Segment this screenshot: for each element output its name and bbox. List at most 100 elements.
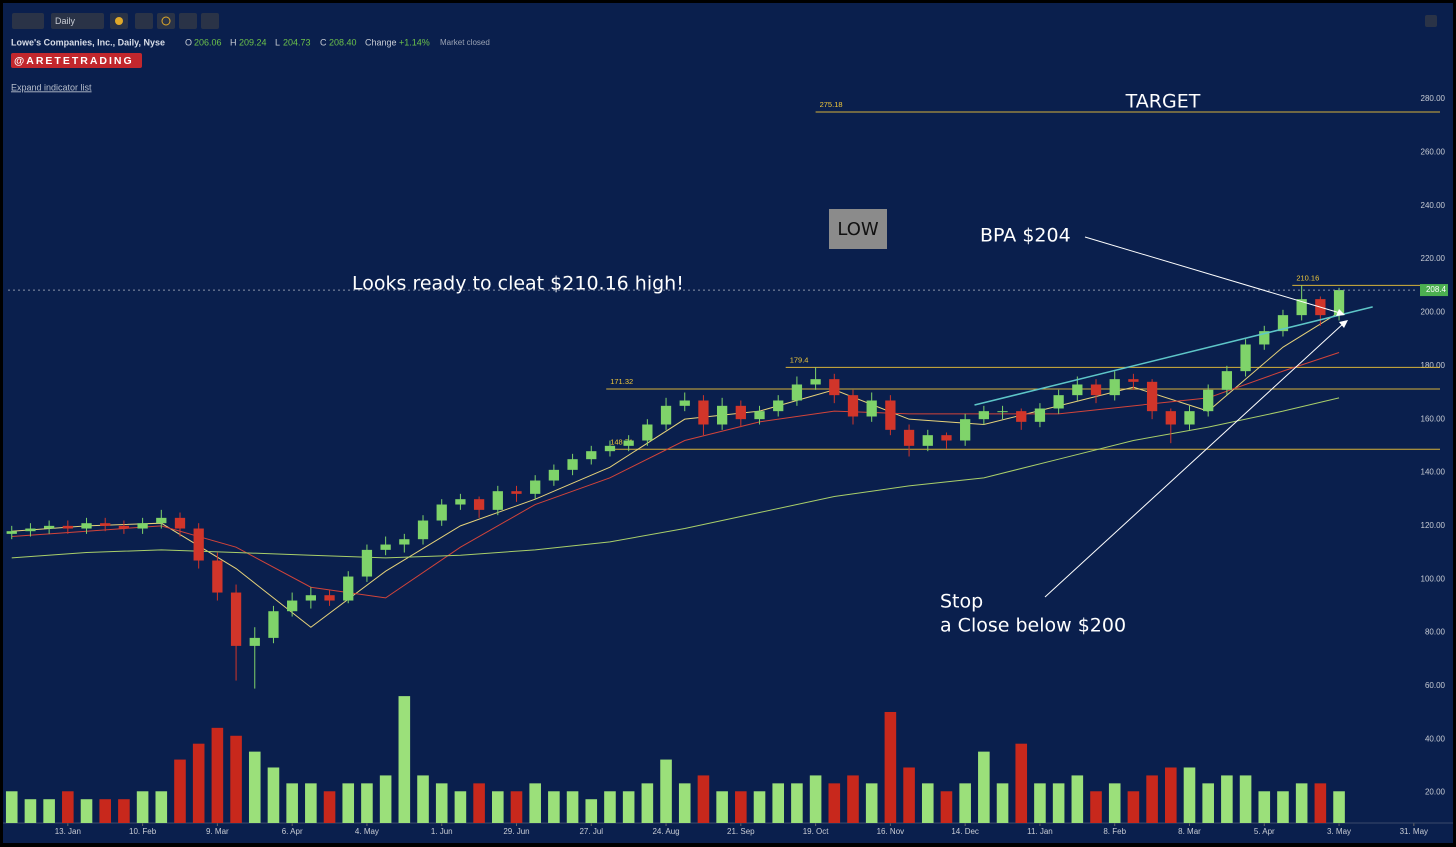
moving-average xyxy=(11,352,1340,599)
volume-bar xyxy=(5,791,18,823)
candle-body xyxy=(1128,379,1139,382)
volume-bar xyxy=(1052,783,1065,823)
high-value: 209.24 xyxy=(239,37,267,47)
candle-body xyxy=(847,395,859,417)
candle-body xyxy=(43,525,55,529)
candle-body xyxy=(810,379,821,385)
volume-bar xyxy=(828,783,841,823)
c-label: C xyxy=(320,37,327,47)
y-tick-label: 240.00 xyxy=(1421,201,1446,210)
x-tick-label: 9. Mar xyxy=(206,827,229,836)
volume-bar xyxy=(959,783,971,823)
candle-body xyxy=(997,411,1008,413)
level-label: 179.4 xyxy=(790,355,809,364)
volume-bar xyxy=(267,767,280,823)
y-tick-label: 160.00 xyxy=(1421,414,1446,423)
volume-bar xyxy=(641,783,654,823)
level-label: 275.18 xyxy=(820,100,843,109)
chart-type-button[interactable] xyxy=(12,13,44,29)
volume-bar xyxy=(80,799,93,823)
volume-bar xyxy=(192,743,205,823)
x-tick-label: 29. Jun xyxy=(503,827,529,836)
draw-button[interactable] xyxy=(179,13,197,29)
interval-label: Daily xyxy=(55,16,76,26)
interval-select[interactable] xyxy=(51,13,104,29)
last-price-label: 208.4 xyxy=(1426,285,1447,294)
candle-body xyxy=(399,539,410,545)
snapshot-button[interactable] xyxy=(1425,15,1437,27)
volume-bar xyxy=(940,791,953,823)
candle-body xyxy=(156,517,167,524)
x-tick-label: 21. Sep xyxy=(727,827,755,836)
x-tick-label: 10. Feb xyxy=(129,827,157,836)
candle-body xyxy=(118,525,130,529)
candle-body xyxy=(81,523,92,529)
clock-button[interactable] xyxy=(157,13,175,29)
market-status: Market closed xyxy=(440,38,490,47)
volume-bar xyxy=(548,791,560,823)
log-button[interactable] xyxy=(201,13,219,29)
candle-body xyxy=(455,499,466,505)
volume-bar xyxy=(660,759,672,823)
candle-body xyxy=(230,592,242,646)
candle-body xyxy=(791,384,803,401)
last-price-badge xyxy=(1420,284,1448,297)
expand-link[interactable]: Expand indicator list xyxy=(11,82,92,92)
candle-body xyxy=(1109,379,1120,396)
ready-label: Looks ready to cleat $210.16 high! xyxy=(352,273,684,295)
candle-body xyxy=(193,528,204,561)
volume-bar xyxy=(996,783,1009,823)
candle-body xyxy=(735,405,746,420)
close-value: 208.40 xyxy=(329,37,357,47)
volume-bar xyxy=(342,783,355,823)
l-label: L xyxy=(275,37,280,47)
badge xyxy=(11,53,142,68)
x-tick-label: 24. Aug xyxy=(652,827,679,836)
volume-bar xyxy=(417,775,429,823)
candle-body xyxy=(417,520,429,540)
symbol: Lowe's Companies, Inc., Daily, Nyse xyxy=(11,37,165,47)
volume-bar xyxy=(566,791,579,823)
volume-bar xyxy=(622,791,635,823)
indicator-button[interactable] xyxy=(135,13,153,29)
candle-body xyxy=(642,424,653,441)
candle-body xyxy=(25,528,36,532)
candle-body xyxy=(567,459,578,470)
candle-body xyxy=(941,435,952,441)
annotations: TARGET LOW BPA $204 Looks ready to cleat… xyxy=(352,91,1348,637)
candle-body xyxy=(866,400,877,417)
volume-bar xyxy=(1295,783,1308,823)
y-tick-label: 200.00 xyxy=(1421,308,1446,317)
volume-bar xyxy=(361,783,373,823)
volume-bar xyxy=(62,791,74,823)
candle-body xyxy=(6,531,17,534)
volume-bar xyxy=(1239,775,1252,823)
volume-bar xyxy=(248,751,261,823)
volume-bar xyxy=(454,791,467,823)
candle-body xyxy=(100,523,111,526)
candle-body xyxy=(511,491,522,494)
candle-body xyxy=(1296,299,1307,316)
candle-body xyxy=(1016,411,1027,422)
volume-bar xyxy=(1165,767,1177,823)
volume-bar xyxy=(604,791,616,823)
volume-bar xyxy=(43,799,55,823)
volume-bar xyxy=(1071,775,1084,823)
x-tick-label: 16. Nov xyxy=(877,827,905,836)
arrow xyxy=(1084,236,1341,314)
volume-bar xyxy=(24,799,37,823)
candle-body xyxy=(903,429,915,446)
toolbar: Daily xyxy=(12,13,1437,29)
y-tick-label: 20.00 xyxy=(1425,788,1446,797)
volume-bar xyxy=(678,783,691,823)
arrow-head xyxy=(1339,320,1348,328)
stop-rule-label: a Close below $200 xyxy=(940,615,1126,637)
x-tick-label: 4. May xyxy=(355,827,379,836)
candle-body xyxy=(1221,371,1233,390)
x-tick-label: 19. Oct xyxy=(803,827,830,836)
volume-bar xyxy=(753,791,766,823)
volume-bar xyxy=(1183,767,1196,823)
candle-body xyxy=(530,480,541,494)
volume-bar xyxy=(305,783,317,823)
